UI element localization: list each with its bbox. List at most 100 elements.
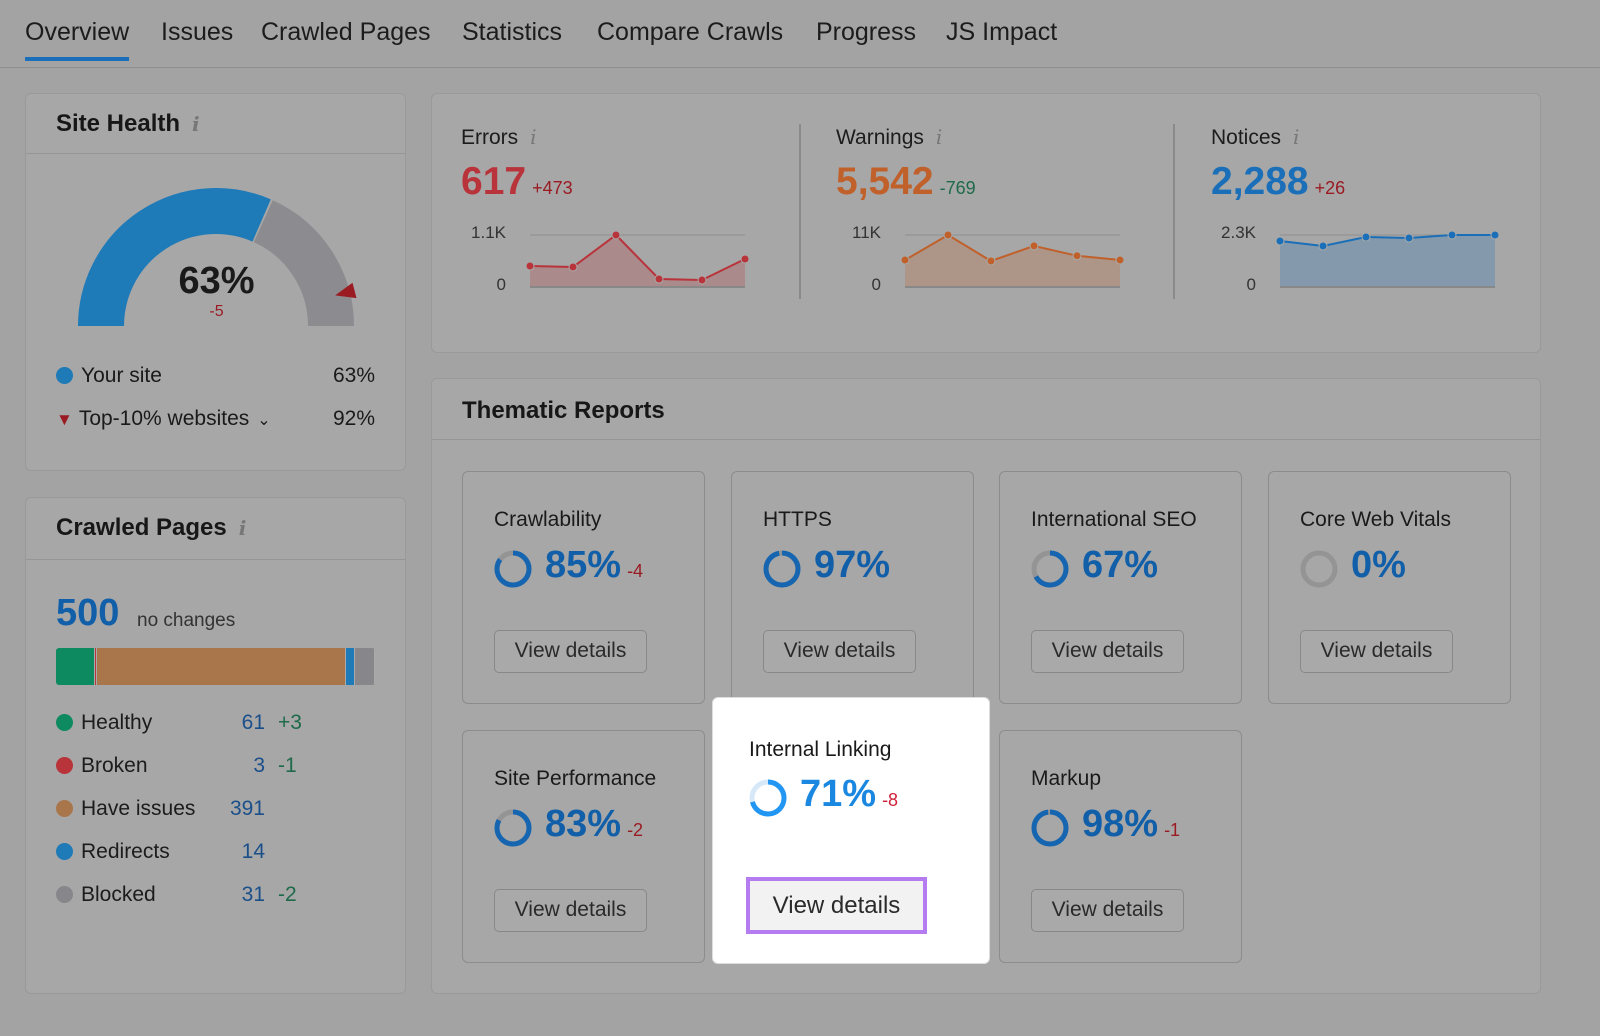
sparkline-point[interactable] bbox=[654, 274, 664, 284]
legend-top-10[interactable]: ▼ Top-10% websites ⌄ bbox=[56, 407, 271, 431]
sparkline-point[interactable] bbox=[1029, 241, 1039, 251]
top-10-marker bbox=[335, 282, 357, 299]
info-icon[interactable]: i bbox=[238, 516, 247, 540]
view-details-button[interactable]: View details bbox=[1031, 889, 1184, 932]
tab-progress[interactable]: Progress bbox=[816, 18, 917, 46]
info-icon[interactable]: i bbox=[935, 125, 943, 149]
report-score: 71% bbox=[800, 773, 877, 815]
legend-dot bbox=[56, 843, 73, 860]
y-axis-max: 1.1K bbox=[471, 223, 506, 242]
view-details-button[interactable]: View details bbox=[494, 630, 647, 673]
report-card-https: HTTPS 97% View details bbox=[731, 471, 974, 704]
crawled-total[interactable]: 500 bbox=[56, 592, 120, 634]
divider bbox=[1173, 124, 1175, 299]
metric-notices: Notices i 2,288 +26 bbox=[1211, 125, 1345, 203]
tab-crawled-pages[interactable]: Crawled Pages bbox=[261, 18, 431, 46]
sparkline-warnings bbox=[900, 230, 1125, 288]
legend-item[interactable]: Blocked bbox=[56, 883, 156, 907]
sparkline-point[interactable] bbox=[1318, 241, 1328, 251]
report-score: 67% bbox=[1082, 544, 1159, 586]
report-card-markup: Markup 98% -1 View details bbox=[999, 730, 1242, 963]
sparkline-area bbox=[530, 235, 745, 287]
legend-value[interactable]: 391 bbox=[229, 797, 265, 820]
metric-value[interactable]: 5,542 bbox=[836, 160, 934, 203]
gauge-rest bbox=[253, 200, 354, 327]
bar-segment-redirects[interactable] bbox=[346, 648, 356, 685]
metric-warnings: Warnings i 5,542 -769 bbox=[836, 125, 976, 203]
your-site-dot bbox=[56, 367, 73, 384]
info-icon[interactable]: i bbox=[192, 112, 200, 136]
view-details-button[interactable]: View details bbox=[763, 630, 916, 673]
sparkline-point[interactable] bbox=[1072, 251, 1082, 261]
tab-compare-crawls[interactable]: Compare Crawls bbox=[597, 18, 784, 46]
report-score-wrap: 98% -1 bbox=[1082, 803, 1180, 846]
sparkline-point[interactable] bbox=[986, 256, 996, 266]
legend-item[interactable]: Broken bbox=[56, 754, 148, 778]
report-score-wrap: 85% -4 bbox=[545, 544, 643, 587]
metric-value-wrap: 5,542 -769 bbox=[836, 160, 976, 204]
divider bbox=[799, 124, 801, 299]
legend-value[interactable]: 31 bbox=[241, 883, 265, 906]
tab-bar: Overview Issues Crawled Pages Statistics… bbox=[0, 0, 1600, 68]
report-card-site-performance: Site Performance 83% -2 View details bbox=[462, 730, 705, 963]
chevron-down-icon[interactable]: ⌄ bbox=[257, 412, 271, 429]
metric-value[interactable]: 617 bbox=[461, 160, 527, 203]
bar-segment-broken[interactable] bbox=[94, 648, 97, 685]
report-name: Markup bbox=[1031, 767, 1102, 790]
bar-segment-healthy[interactable] bbox=[56, 648, 95, 685]
sparkline-point[interactable] bbox=[525, 261, 535, 271]
your-site-label: Your site bbox=[81, 364, 162, 387]
sparkline-point[interactable] bbox=[943, 230, 953, 240]
report-score-wrap: 83% -2 bbox=[545, 803, 643, 846]
legend-dot bbox=[56, 757, 73, 774]
bar-segment-blocked[interactable] bbox=[355, 648, 375, 685]
info-icon[interactable]: i bbox=[530, 125, 537, 149]
bar-segment-have-issues[interactable] bbox=[96, 648, 347, 685]
view-details-button[interactable]: View details bbox=[1300, 630, 1453, 673]
legend-value[interactable]: 3 bbox=[253, 754, 265, 777]
legend-value[interactable]: 14 bbox=[241, 840, 265, 863]
thematic-title: Thematic Reports bbox=[462, 397, 665, 424]
report-change: -4 bbox=[627, 561, 644, 581]
sparkline-point[interactable] bbox=[1404, 233, 1414, 243]
view-details-button[interactable]: View details bbox=[746, 877, 927, 934]
report-name: Core Web Vitals bbox=[1300, 508, 1451, 531]
sparkline-point[interactable] bbox=[1490, 230, 1500, 240]
sparkline-point[interactable] bbox=[740, 254, 750, 264]
legend-item[interactable]: Have issues bbox=[56, 797, 195, 821]
report-card-international-seo: International SEO 67% View details bbox=[999, 471, 1242, 704]
metric-value[interactable]: 2,288 bbox=[1211, 160, 1309, 203]
info-icon[interactable]: i bbox=[1293, 125, 1300, 149]
report-change: -2 bbox=[627, 820, 644, 840]
sparkline-point[interactable] bbox=[1361, 232, 1371, 242]
legend-label: Healthy bbox=[81, 711, 153, 734]
report-score: 85% bbox=[545, 544, 622, 586]
triangle-down-icon: ▼ bbox=[56, 410, 73, 429]
sparkline-point[interactable] bbox=[900, 255, 910, 265]
legend-value[interactable]: 61 bbox=[241, 711, 265, 734]
legend-item[interactable]: Redirects bbox=[56, 840, 170, 864]
sparkline-point[interactable] bbox=[568, 262, 578, 272]
legend-item[interactable]: Healthy bbox=[56, 711, 152, 735]
site-health-change: -5 bbox=[209, 303, 224, 320]
sparkline-point[interactable] bbox=[611, 230, 621, 240]
sparkline-point[interactable] bbox=[1115, 255, 1125, 265]
sparkline-point[interactable] bbox=[1447, 230, 1457, 240]
y-axis-min: 0 bbox=[871, 275, 881, 294]
legend-dot bbox=[56, 886, 73, 903]
tab-overview[interactable]: Overview bbox=[25, 18, 130, 61]
sparkline-point[interactable] bbox=[697, 275, 707, 285]
sparkline-point[interactable] bbox=[1275, 236, 1285, 246]
progress-ring-icon bbox=[749, 779, 787, 817]
legend-change: +3 bbox=[278, 711, 302, 734]
view-details-button[interactable]: View details bbox=[1031, 630, 1184, 673]
tab-js-impact[interactable]: JS Impact bbox=[946, 18, 1058, 46]
top-10-label: Top-10% websites bbox=[78, 407, 250, 430]
sparkline-notices bbox=[1275, 230, 1500, 288]
view-details-button[interactable]: View details bbox=[494, 889, 647, 932]
tab-issues[interactable]: Issues bbox=[161, 18, 234, 46]
crawled-pages-title: Crawled Pages i bbox=[56, 514, 246, 542]
metric-value-wrap: 2,288 +26 bbox=[1211, 160, 1345, 204]
report-score-wrap: 97% bbox=[814, 544, 896, 587]
tab-statistics[interactable]: Statistics bbox=[462, 18, 563, 46]
